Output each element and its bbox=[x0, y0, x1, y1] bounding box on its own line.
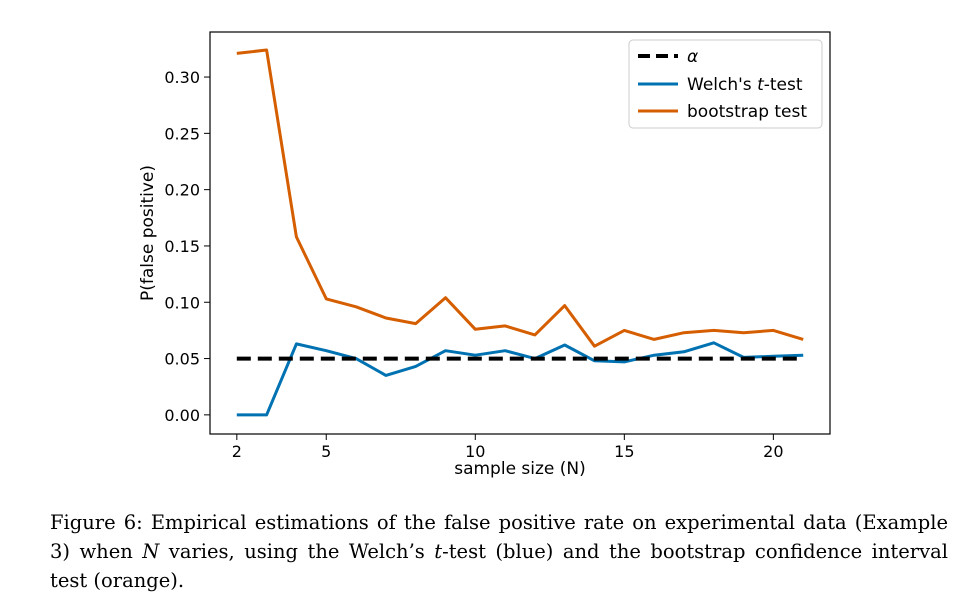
x-axis-label: sample size (N) bbox=[454, 459, 586, 479]
legend-box bbox=[628, 39, 823, 129]
figure-caption: Figure 6: Empirical estimations of the f… bbox=[50, 511, 948, 592]
legend-label-alpha: α bbox=[687, 47, 698, 67]
x-tick-label: 15 bbox=[614, 442, 634, 461]
legend-label-bootstrap: bootstrap test bbox=[687, 102, 807, 122]
y-tick-label: 0.25 bbox=[164, 124, 200, 143]
series-lines bbox=[236, 48, 804, 417]
y-axis-label: P(false positive) bbox=[138, 165, 158, 301]
y-axis: 0.00 0.05 0.10 0.15 0.20 0.25 0.30 bbox=[164, 68, 210, 425]
x-tick-label: 2 bbox=[232, 442, 242, 461]
plot-frame bbox=[209, 31, 831, 435]
y-tick-label: 0.05 bbox=[164, 350, 200, 369]
y-tick-label: 0.00 bbox=[164, 406, 200, 425]
x-tick-label: 5 bbox=[321, 442, 331, 461]
series-line-2 bbox=[236, 48, 804, 348]
series-line-1 bbox=[236, 341, 804, 417]
line-chart: 2 5 10 15 20 0.00 0.05 0.10 0.15 0.20 0.25 0.30 sa… bbox=[138, 31, 831, 479]
y-tick-label: 0.20 bbox=[164, 181, 200, 200]
x-axis: 2 5 10 15 20 bbox=[232, 434, 784, 461]
x-tick-label: 10 bbox=[465, 442, 485, 461]
y-tick-label: 0.30 bbox=[164, 68, 200, 87]
legend: α Welch's t-test bootstrap test bbox=[628, 39, 823, 129]
y-tick-label: 0.15 bbox=[164, 237, 200, 256]
x-tick-label: 20 bbox=[763, 442, 783, 461]
legend-label-welch: Welch's t-test bbox=[687, 75, 803, 95]
caption-label: Figure 6: bbox=[50, 511, 143, 534]
y-tick-label: 0.10 bbox=[164, 293, 200, 312]
